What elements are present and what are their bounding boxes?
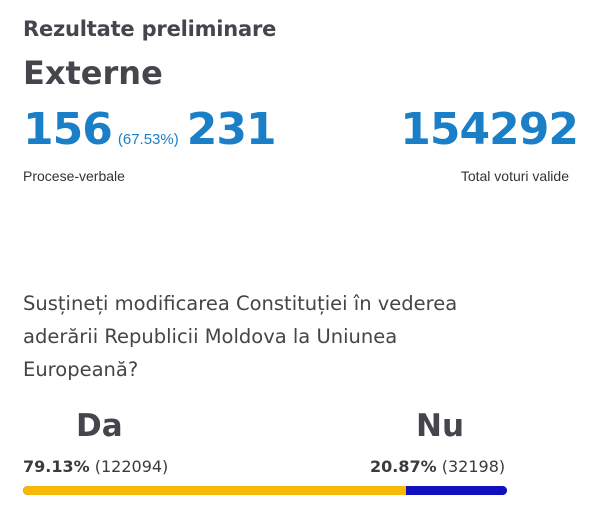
reports-count-row: 156 (67.53%) 231 [23, 104, 277, 160]
results-progress-bar [23, 486, 507, 495]
option-nu-percent: 20.87% [370, 457, 437, 476]
region-title: Externe [23, 54, 163, 92]
total-reports-count: 231 [186, 104, 277, 155]
progress-bar-nu-segment [405, 486, 507, 495]
option-nu-label: Nu [416, 408, 465, 444]
referendum-question: Susțineți modificarea Constituției în ve… [23, 292, 458, 381]
progress-bar-da-segment [23, 486, 406, 495]
reports-label: Procese-verbale [23, 168, 125, 184]
valid-votes-label: Total voturi valide [460, 168, 569, 184]
option-da-percent: 79.13% [23, 457, 90, 476]
option-nu-votes: (32198) [441, 457, 506, 476]
option-da-votes: (122094) [94, 457, 169, 476]
section-heading: Rezultate preliminare [23, 17, 277, 41]
option-da-result: 79.13% (122094) [23, 457, 168, 476]
results-panel: Rezultate preliminare Externe 156 (67.53… [23, 0, 579, 528]
processed-reports-count: 156 [23, 104, 113, 155]
processed-reports-percent: (67.53%) [117, 131, 179, 148]
option-nu-result: 20.87% (32198) [370, 457, 505, 476]
valid-votes-count: 154292 [400, 104, 579, 155]
option-da-label: Da [76, 408, 123, 444]
